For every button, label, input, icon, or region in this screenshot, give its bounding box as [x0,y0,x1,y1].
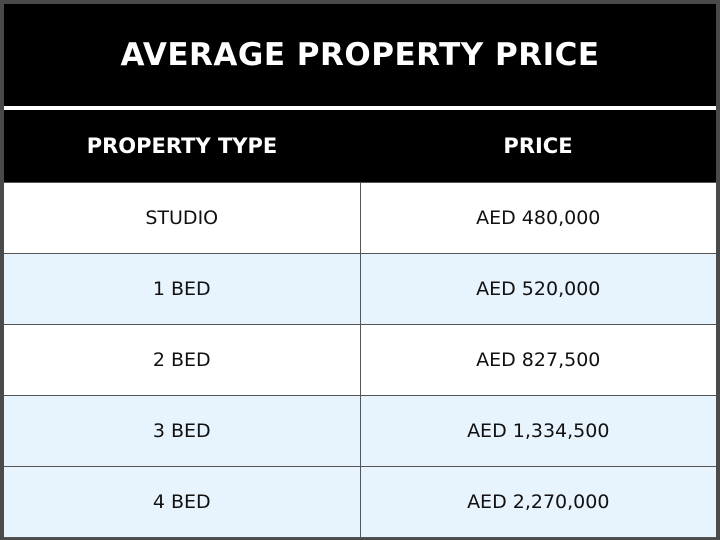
title-divider [4,106,716,110]
table-row: 4 BED AED 2,270,000 [4,466,716,538]
column-header-property-type: PROPERTY TYPE [4,110,360,183]
title-bar: AVERAGE PROPERTY PRICE [4,4,716,106]
header-row: PROPERTY TYPE PRICE [4,110,716,183]
price-cell: AED 1,334,500 [359,395,716,467]
table-header: PROPERTY TYPE PRICE [4,110,716,183]
price-cell: AED 2,270,000 [359,466,716,538]
table-body: STUDIO AED 480,000 1 BED AED 520,000 2 B… [4,182,716,538]
table-row: STUDIO AED 480,000 [4,182,716,254]
property-type-cell: 3 BED [4,395,360,467]
price-table: PROPERTY TYPE PRICE STUDIO AED 480,000 1… [4,110,716,538]
table-row: 2 BED AED 827,500 [4,324,716,396]
column-header-price: PRICE [360,110,716,183]
property-type-cell: 1 BED [4,253,360,325]
property-type-cell: STUDIO [4,182,360,254]
price-cell: AED 480,000 [359,182,716,254]
property-type-cell: 2 BED [4,324,360,396]
price-cell: AED 827,500 [359,324,716,396]
table-row: 3 BED AED 1,334,500 [4,395,716,467]
table-row: 1 BED AED 520,000 [4,253,716,325]
page-title: AVERAGE PROPERTY PRICE [120,37,600,73]
property-type-cell: 4 BED [4,466,360,538]
price-cell: AED 520,000 [359,253,716,325]
